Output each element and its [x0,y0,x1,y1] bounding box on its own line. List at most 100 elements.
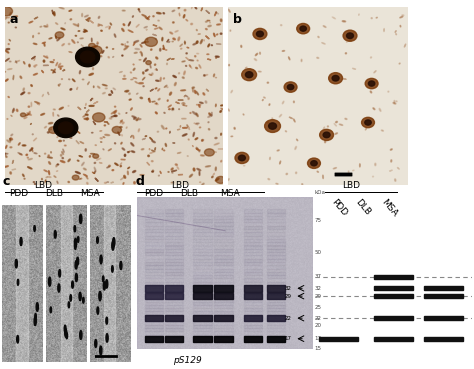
Ellipse shape [188,139,189,140]
Bar [145,315,164,318]
Ellipse shape [59,140,61,142]
Ellipse shape [55,36,56,39]
Ellipse shape [98,86,100,88]
Bar [165,328,183,331]
Bar [244,318,263,321]
Circle shape [75,47,100,67]
Bar [165,252,183,255]
Ellipse shape [30,148,33,151]
Ellipse shape [54,176,56,177]
Ellipse shape [10,138,12,140]
Ellipse shape [10,147,12,148]
Ellipse shape [31,102,32,107]
Ellipse shape [57,164,59,165]
Ellipse shape [83,115,86,117]
Ellipse shape [231,90,232,93]
Ellipse shape [24,62,25,64]
Ellipse shape [339,124,343,125]
Ellipse shape [342,21,346,22]
Ellipse shape [8,69,12,70]
Ellipse shape [29,64,30,67]
Ellipse shape [264,120,281,132]
Bar [145,279,164,282]
Circle shape [111,266,113,272]
Ellipse shape [399,63,400,64]
Ellipse shape [170,92,172,95]
Ellipse shape [85,103,86,106]
Ellipse shape [211,112,212,116]
Bar [267,272,285,275]
Ellipse shape [143,72,144,74]
Ellipse shape [118,113,120,114]
Ellipse shape [196,113,198,117]
Bar [193,305,211,308]
Ellipse shape [85,149,86,151]
Ellipse shape [216,176,226,183]
Bar [244,311,263,315]
Ellipse shape [254,59,256,61]
Ellipse shape [145,136,146,137]
Ellipse shape [167,100,168,101]
Ellipse shape [335,133,337,134]
Ellipse shape [75,172,80,174]
Ellipse shape [221,105,223,106]
Ellipse shape [153,25,157,26]
Ellipse shape [72,175,79,180]
Ellipse shape [148,99,150,102]
Ellipse shape [209,113,211,115]
Bar [267,305,285,308]
Bar [244,301,263,305]
Ellipse shape [150,65,151,68]
Ellipse shape [253,28,267,39]
Ellipse shape [45,126,46,128]
Ellipse shape [96,158,101,160]
Bar [267,336,285,342]
Ellipse shape [199,151,200,152]
Circle shape [75,273,77,282]
Ellipse shape [112,170,114,171]
Circle shape [77,257,79,265]
Ellipse shape [206,89,209,91]
Ellipse shape [325,141,326,143]
Bar [165,259,183,262]
Ellipse shape [146,61,151,65]
Ellipse shape [147,39,148,40]
Circle shape [74,225,76,232]
Bar [267,301,285,305]
Ellipse shape [215,178,219,181]
Bar [145,292,164,295]
Ellipse shape [158,20,159,21]
Ellipse shape [69,79,70,80]
Ellipse shape [238,155,246,161]
Ellipse shape [58,84,60,85]
Ellipse shape [59,107,64,110]
Ellipse shape [217,34,218,35]
Bar [145,272,164,275]
Ellipse shape [323,132,330,138]
Ellipse shape [297,24,310,34]
Circle shape [99,292,101,301]
Bar [267,259,285,262]
Bar [244,285,263,289]
Ellipse shape [371,18,372,19]
Bar [244,213,263,216]
Ellipse shape [9,39,10,41]
Bar [145,311,164,315]
Bar [193,219,211,223]
Bar [193,252,211,255]
Ellipse shape [144,58,146,62]
Ellipse shape [143,86,144,87]
Bar [165,315,183,318]
Ellipse shape [131,143,134,146]
Ellipse shape [195,7,197,9]
Bar [214,249,233,252]
Circle shape [72,281,73,288]
Ellipse shape [123,24,125,25]
Text: MSA: MSA [379,197,399,218]
Ellipse shape [132,116,137,118]
Circle shape [113,238,115,246]
Bar [104,205,116,362]
Ellipse shape [208,122,209,123]
Bar [193,279,211,282]
Ellipse shape [318,37,319,38]
